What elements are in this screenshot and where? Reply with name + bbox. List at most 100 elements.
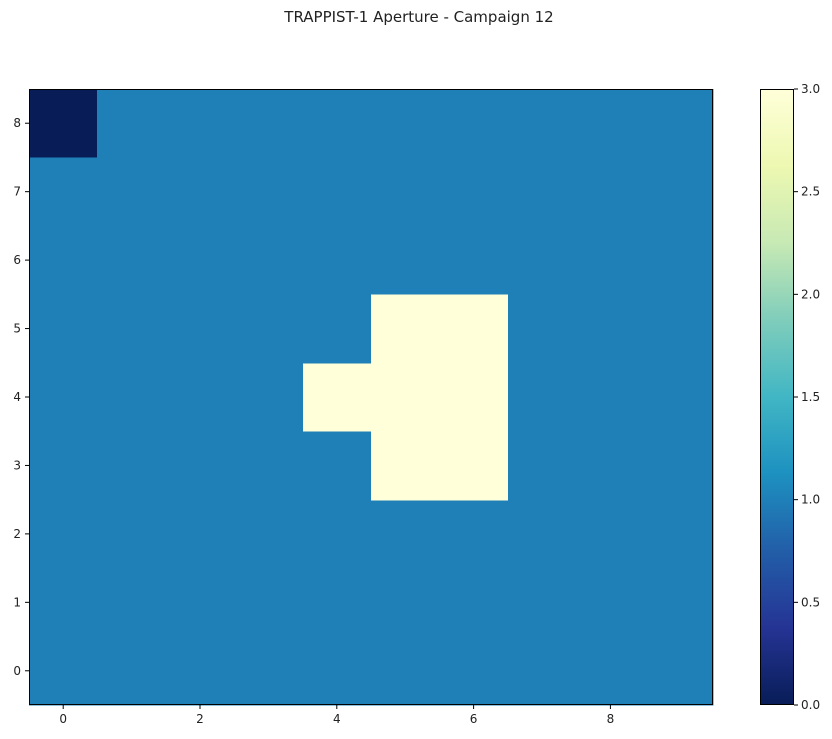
colorbar-ticks: 0.0 0.5 1.0 1.5 2.0 2.5 3.0 [794,82,820,712]
heatmap-cell [439,294,509,364]
heatmap-cell [576,637,646,706]
heatmap-cell [303,294,372,364]
x-axis: 0 2 4 6 8 [59,705,614,726]
heatmap-cell [234,226,304,295]
heatmap-cell [576,294,646,364]
heatmap-cell [645,363,714,432]
heatmap-cell [29,637,98,706]
heatmap-cell [97,226,167,295]
heatmap-cell [234,568,304,638]
x-tick-label: 6 [470,712,478,726]
heatmap-cell [508,637,577,706]
heatmap-cell [303,89,372,158]
heatmap-cell [166,363,235,432]
heatmap-cell [29,89,98,158]
colorbar-tick-label: 0.0 [801,698,820,712]
heatmap-cell [645,157,714,227]
x-tick-label: 8 [607,712,615,726]
y-tick-label: 0 [13,664,21,678]
heatmap-cell [371,226,440,295]
heatmap-cell [371,637,440,706]
colorbar-tick-label: 3.0 [801,82,820,96]
heatmap-cell [371,157,440,227]
heatmap-cell [29,431,98,501]
heatmap-cell [508,294,577,364]
heatmap-cell [576,568,646,638]
y-tick-label: 4 [13,390,21,404]
heatmap-cell [576,157,646,227]
heatmap-cell [645,226,714,295]
heatmap-cell [303,637,372,706]
heatmap-cell [645,637,714,706]
colorbar-tick-label: 0.5 [801,595,820,609]
heatmap-cell [29,363,98,432]
heatmap-cell [439,568,509,638]
heatmap-cell [166,89,235,158]
heatmap-cell [439,637,509,706]
heatmap-cell [29,568,98,638]
heatmap-cell [576,500,646,569]
heatmap-cell [508,363,577,432]
colorbar-tick-label: 1.0 [801,493,820,507]
heatmap-cell [645,500,714,569]
heatmap-cell [576,226,646,295]
heatmap-cell [29,500,98,569]
heatmap-cell [371,89,440,158]
heatmap-cell [645,568,714,638]
y-axis: 0 1 2 3 4 5 6 7 8 [13,116,29,678]
heatmap-cell [508,568,577,638]
heatmap-cell [234,157,304,227]
heatmap-cell [439,89,509,158]
heatmap-cell [166,637,235,706]
heatmap-cell [508,157,577,227]
heatmap-cell [97,363,167,432]
y-tick-label: 6 [13,253,21,267]
heatmap-cell [166,157,235,227]
heatmap-cells [29,89,714,706]
y-tick-label: 8 [13,116,21,130]
heatmap-cell [234,500,304,569]
heatmap-cell [166,431,235,501]
heatmap-cell [439,226,509,295]
heatmap-cell [234,89,304,158]
heatmap-cell [97,568,167,638]
heatmap-cell [508,226,577,295]
colorbar-tick-label: 2.5 [801,185,820,199]
heatmap-cell [234,363,304,432]
x-tick-label: 2 [196,712,204,726]
heatmap-cell [29,294,98,364]
heatmap-cell [508,431,577,501]
y-tick-label: 7 [13,185,21,199]
heatmap-cell [439,431,509,501]
heatmap-cell [303,568,372,638]
colorbar-tick-label: 2.0 [801,287,820,301]
heatmap-cell [439,157,509,227]
colorbar-gradient [760,89,794,705]
y-tick-label: 5 [13,322,21,336]
heatmap-cell [166,294,235,364]
heatmap-cell [303,226,372,295]
heatmap-cell [371,500,440,569]
heatmap-cell [234,294,304,364]
x-tick-label: 0 [59,712,67,726]
heatmap-cell [97,500,167,569]
y-tick-label: 1 [13,595,21,609]
heatmap-cell [166,568,235,638]
heatmap-cell [576,431,646,501]
heatmap-cell [508,89,577,158]
heatmap-cell [97,431,167,501]
heatmap-cell [97,294,167,364]
heatmap-cell [371,431,440,501]
heatmap-cell [303,500,372,569]
heatmap-cell [97,157,167,227]
heatmap-cell [234,431,304,501]
x-tick-label: 4 [333,712,341,726]
heatmap-cell [29,226,98,295]
heatmap-cell [234,637,304,706]
heatmap-cell [576,363,646,432]
colorbar-tick-label: 1.5 [801,390,820,404]
heatmap-cell [508,500,577,569]
plot-frame [29,89,713,705]
